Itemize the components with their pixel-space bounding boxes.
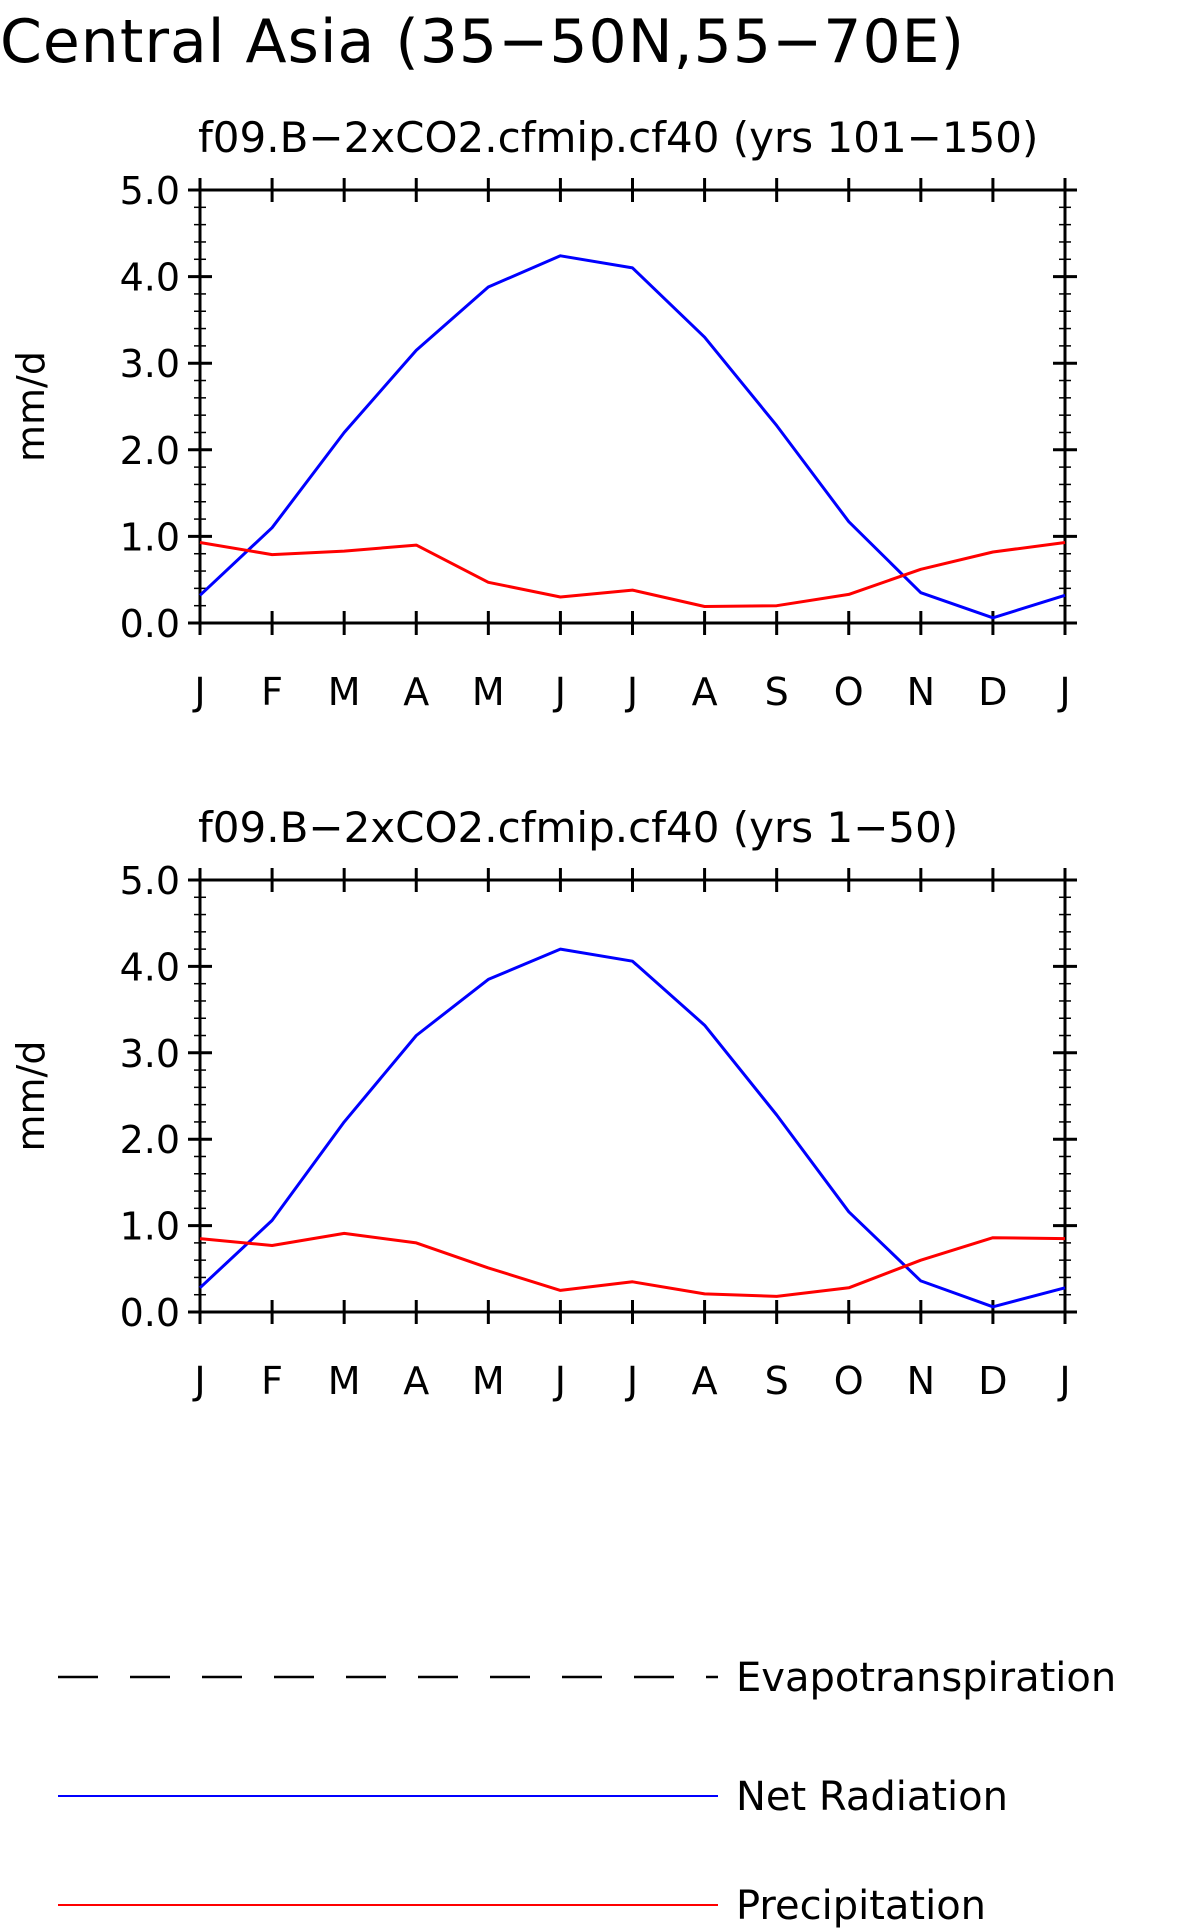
y-tick-label: 4.0 — [120, 256, 180, 300]
x-tick-label: J — [625, 1359, 638, 1403]
x-tick-label: M — [472, 670, 505, 714]
y-tick-label: 0.0 — [120, 602, 180, 646]
x-tick-label: J — [192, 1359, 205, 1403]
x-tick-label: A — [692, 1359, 718, 1403]
plot-frame — [198, 188, 1067, 625]
chart-panel-1: f09.B−2xCO2.cfmip.cf40 (yrs 101−150) 0.0 1… — [9, 113, 1077, 714]
x-tick-label: M — [328, 1359, 361, 1403]
chart-title: f09.B−2xCO2.cfmip.cf40 (yrs 1−50) — [198, 803, 958, 852]
y-tick-label: 1.0 — [120, 515, 180, 559]
chart-title: f09.B−2xCO2.cfmip.cf40 (yrs 101−150) — [198, 113, 1038, 162]
x-tick-label: S — [765, 670, 789, 714]
series-line-net-radiation — [198, 254, 1066, 620]
legend-label-precipitation: Precipitation — [736, 1883, 986, 1928]
x-tick-label: F — [261, 670, 283, 714]
legend: Evapotranspiration Net Radiation Precipita… — [58, 1655, 1116, 1928]
plots-group: f09.B−2xCO2.cfmip.cf40 (yrs 101−150) 0.0 1… — [9, 113, 1077, 1403]
x-tick-label: J — [625, 670, 638, 714]
x-tick-label: N — [907, 670, 935, 714]
y-tick-label: 1.0 — [120, 1205, 180, 1249]
y-axis-label: mm/d — [9, 351, 53, 462]
figure-title: Central Asia (35−50N,55−70E) — [0, 7, 965, 77]
y-tick-label: 3.0 — [120, 342, 180, 386]
y-tick-label: 0.0 — [120, 1291, 180, 1335]
x-tick-label: A — [403, 670, 429, 714]
x-tick-label: O — [834, 1359, 864, 1403]
y-axis-label: mm/d — [9, 1041, 53, 1152]
x-tick-label: A — [692, 670, 718, 714]
series-line-precipitation — [199, 1231, 1066, 1298]
series-line-net-radiation — [198, 947, 1066, 1309]
x-tick-label: J — [553, 1359, 566, 1403]
y-tick-label: 3.0 — [120, 1032, 180, 1076]
x-tick-label: M — [328, 670, 361, 714]
x-tick-label: S — [765, 1359, 789, 1403]
plot-frame — [198, 878, 1067, 1314]
x-tick-label: N — [907, 1359, 935, 1403]
x-tick-label: O — [834, 670, 864, 714]
y-tick-label: 2.0 — [120, 429, 180, 473]
series-line-precipitation — [199, 541, 1066, 608]
x-tick-label: F — [261, 1359, 283, 1403]
legend-label-net-radiation: Net Radiation — [736, 1774, 1008, 1820]
chart-panel-2: f09.B−2xCO2.cfmip.cf40 (yrs 1−50) 0.0 1.0 2… — [9, 803, 1077, 1403]
y-tick-label: 5.0 — [120, 169, 180, 213]
legend-label-evapotranspiration: Evapotranspiration — [736, 1655, 1116, 1701]
x-tick-label: D — [978, 1359, 1007, 1403]
y-tick-label: 2.0 — [120, 1118, 180, 1162]
x-tick-label: J — [192, 670, 205, 714]
x-tick-label: J — [553, 670, 566, 714]
x-tick-label: A — [403, 1359, 429, 1403]
x-tick-label: J — [1057, 1359, 1070, 1403]
x-tick-label: M — [472, 1359, 505, 1403]
x-tick-label: D — [978, 670, 1007, 714]
x-tick-label: J — [1057, 670, 1070, 714]
y-tick-label: 5.0 — [120, 859, 180, 903]
y-tick-label: 4.0 — [120, 945, 180, 989]
